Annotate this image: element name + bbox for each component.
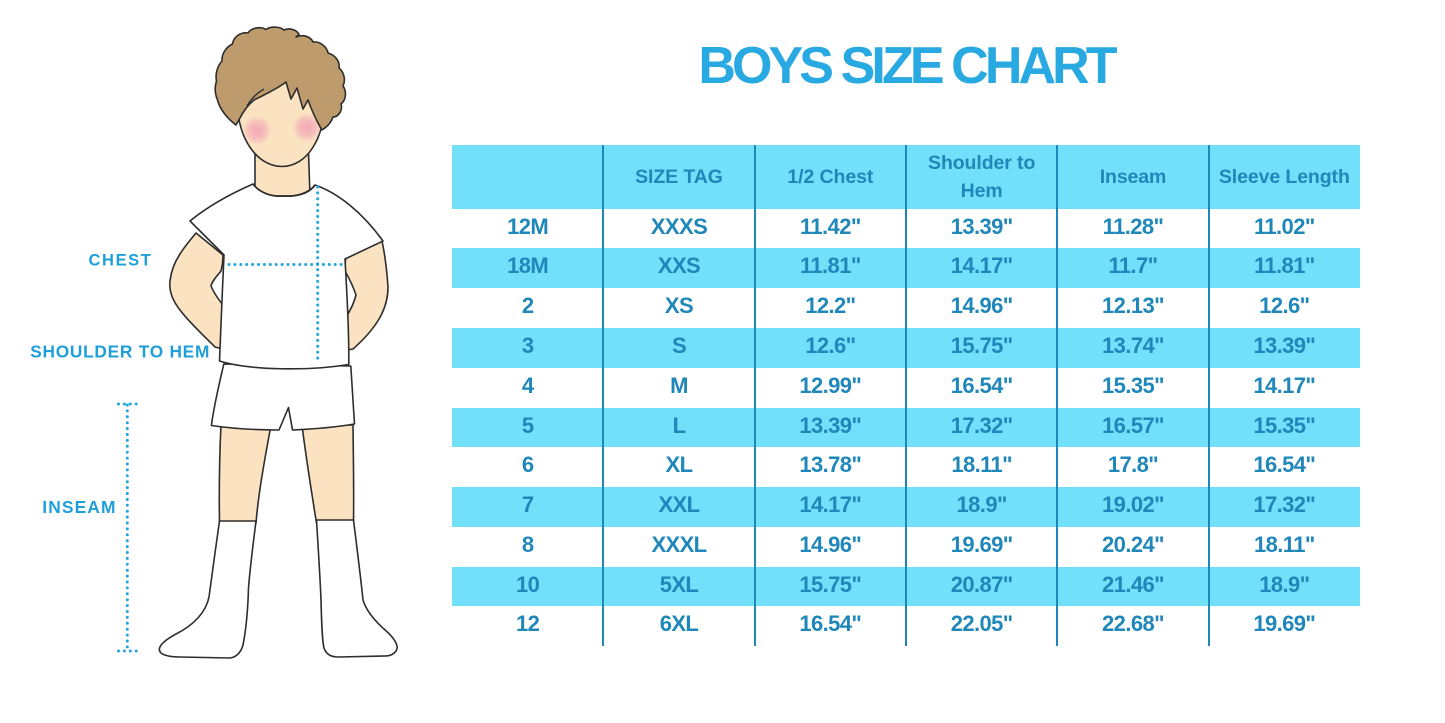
svg-text:SHOULDER TO HEM: SHOULDER TO HEM bbox=[30, 342, 210, 362]
svg-text:INSEAM: INSEAM bbox=[42, 497, 116, 517]
svg-text:CHEST: CHEST bbox=[89, 252, 153, 270]
